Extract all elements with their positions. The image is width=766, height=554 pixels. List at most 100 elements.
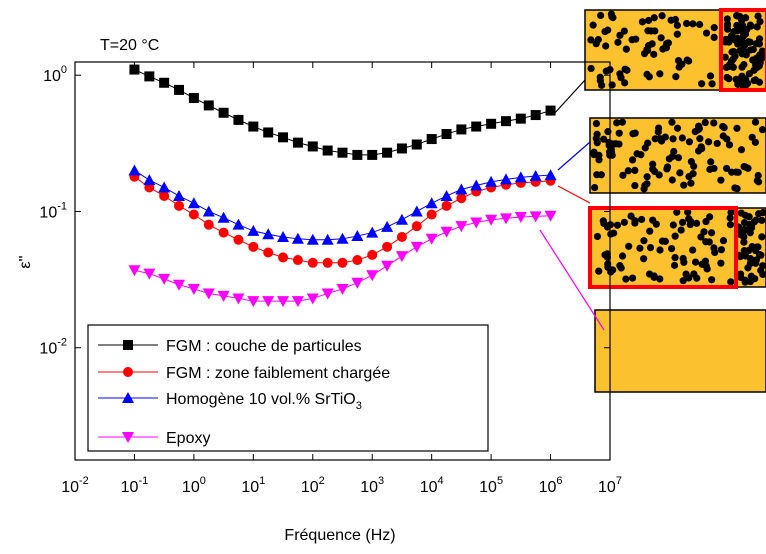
particle [670, 147, 678, 156]
marker [485, 214, 498, 226]
particle [628, 274, 637, 282]
particle [673, 21, 681, 29]
marker [247, 296, 260, 308]
particle [673, 124, 682, 132]
series-line [134, 69, 551, 156]
marker [158, 181, 171, 193]
particle [741, 48, 749, 56]
particle [643, 173, 651, 181]
particle [674, 154, 683, 162]
marker [367, 149, 378, 160]
particle [618, 118, 627, 126]
legend-box [87, 324, 489, 452]
particle [612, 140, 620, 148]
marker [470, 179, 483, 191]
particle [614, 38, 622, 46]
particle [621, 79, 629, 87]
particle [755, 35, 764, 43]
marker [455, 183, 468, 195]
marker [456, 193, 467, 204]
particle [587, 36, 595, 44]
particle [593, 232, 602, 241]
marker [291, 232, 304, 244]
particle [757, 266, 765, 275]
particle [640, 255, 648, 263]
marker [233, 114, 244, 125]
particle [708, 276, 716, 284]
particle [644, 139, 652, 147]
particle [644, 16, 653, 25]
y-tick-label: 100 [43, 64, 67, 85]
particle [732, 168, 740, 176]
x-tick-label: 102 [301, 475, 325, 496]
particle [604, 26, 612, 34]
particle [697, 80, 706, 88]
marker [307, 257, 318, 268]
particle [599, 217, 607, 225]
particle [750, 76, 758, 85]
marker [188, 209, 199, 220]
particle [698, 144, 706, 153]
marker [336, 283, 349, 295]
marker [292, 255, 303, 266]
particle [651, 135, 659, 143]
marker [174, 200, 185, 211]
particle [705, 238, 713, 246]
particle [756, 17, 764, 26]
particle [759, 208, 766, 217]
marker [321, 288, 334, 300]
marker [426, 134, 437, 145]
marker [203, 219, 214, 230]
particle [751, 138, 759, 146]
particle [740, 218, 749, 227]
marker [485, 175, 498, 187]
legend-label: Epoxy [166, 430, 210, 447]
particle [687, 157, 695, 166]
particle [640, 237, 648, 245]
marker [122, 432, 134, 443]
pointer-arrow [557, 141, 591, 171]
particle [636, 244, 644, 252]
x-tick-label: 106 [539, 475, 563, 496]
x-tick-label: 100 [182, 475, 206, 496]
marker [278, 252, 289, 263]
particle [684, 208, 692, 216]
particle [701, 118, 709, 127]
particle [733, 124, 741, 132]
particle [587, 64, 595, 73]
particle [733, 34, 741, 42]
particle [719, 237, 728, 245]
marker [158, 273, 171, 285]
marker [499, 213, 512, 225]
marker [123, 367, 133, 377]
particle [597, 171, 605, 179]
marker [202, 288, 215, 300]
marker [381, 260, 394, 272]
particle [650, 273, 658, 281]
marker [425, 233, 438, 245]
particle [740, 238, 748, 246]
particle [671, 232, 679, 240]
marker [441, 129, 452, 140]
marker [143, 268, 156, 280]
particle [637, 151, 645, 159]
marker [306, 233, 319, 245]
marker [395, 251, 408, 263]
particle [725, 61, 733, 69]
particle [706, 213, 714, 221]
particle [616, 31, 624, 39]
particle [622, 45, 630, 53]
marker [337, 257, 348, 268]
particle [751, 275, 759, 283]
particle [647, 27, 655, 35]
marker [263, 247, 274, 258]
marker [441, 200, 452, 211]
particle [624, 167, 632, 175]
particle [598, 81, 606, 89]
particle [650, 14, 658, 22]
particle [696, 20, 704, 29]
particle [607, 10, 615, 18]
particle [752, 216, 760, 224]
annotation: T=20 °C [100, 37, 159, 54]
